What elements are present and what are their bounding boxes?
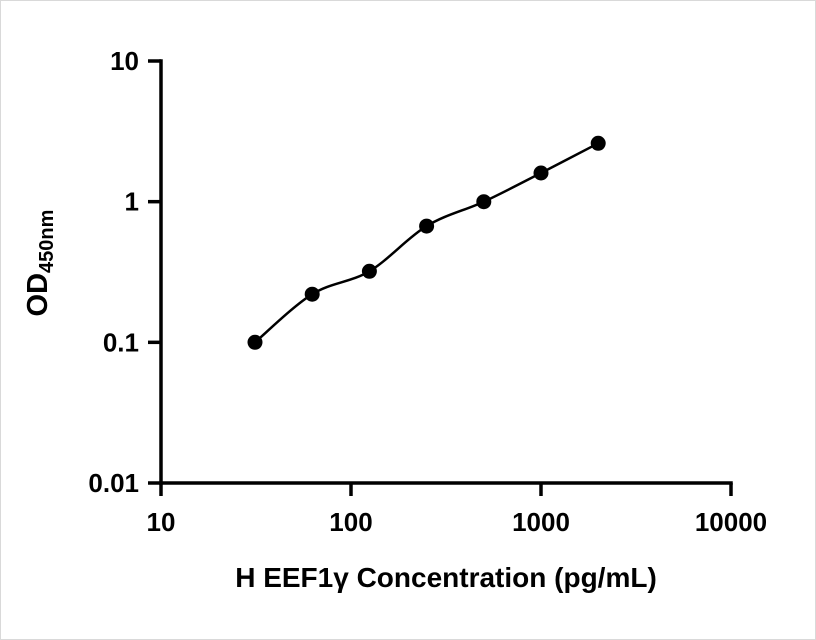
x-tick-label: 100 <box>329 507 372 537</box>
y-axis-title-subscript: 450nm <box>36 210 58 273</box>
x-tick-label: 10000 <box>695 507 767 537</box>
y-tick-label: 0.1 <box>103 327 139 357</box>
x-axis-title: H EEF1γ Concentration (pg/mL) <box>235 562 657 593</box>
y-tick-label: 0.01 <box>88 468 139 498</box>
y-tick-label: 10 <box>110 46 139 76</box>
y-tick-label: 1 <box>125 187 139 217</box>
x-tick-label: 1000 <box>512 507 570 537</box>
x-tick-label: 10 <box>147 507 176 537</box>
data-point-marker <box>304 286 320 302</box>
data-point-marker <box>361 263 377 279</box>
data-point-marker <box>533 165 549 181</box>
plot-dynamic-layer: 10 100 1000 10000 0.01 0.1 1 10 <box>88 46 767 537</box>
data-point-marker <box>247 334 263 350</box>
y-axis-title: OD450nm <box>22 210 58 317</box>
data-point-marker <box>419 218 435 234</box>
data-point-marker <box>476 194 492 210</box>
y-axis-title-main: OD <box>22 273 54 317</box>
data-point-marker <box>590 135 606 151</box>
